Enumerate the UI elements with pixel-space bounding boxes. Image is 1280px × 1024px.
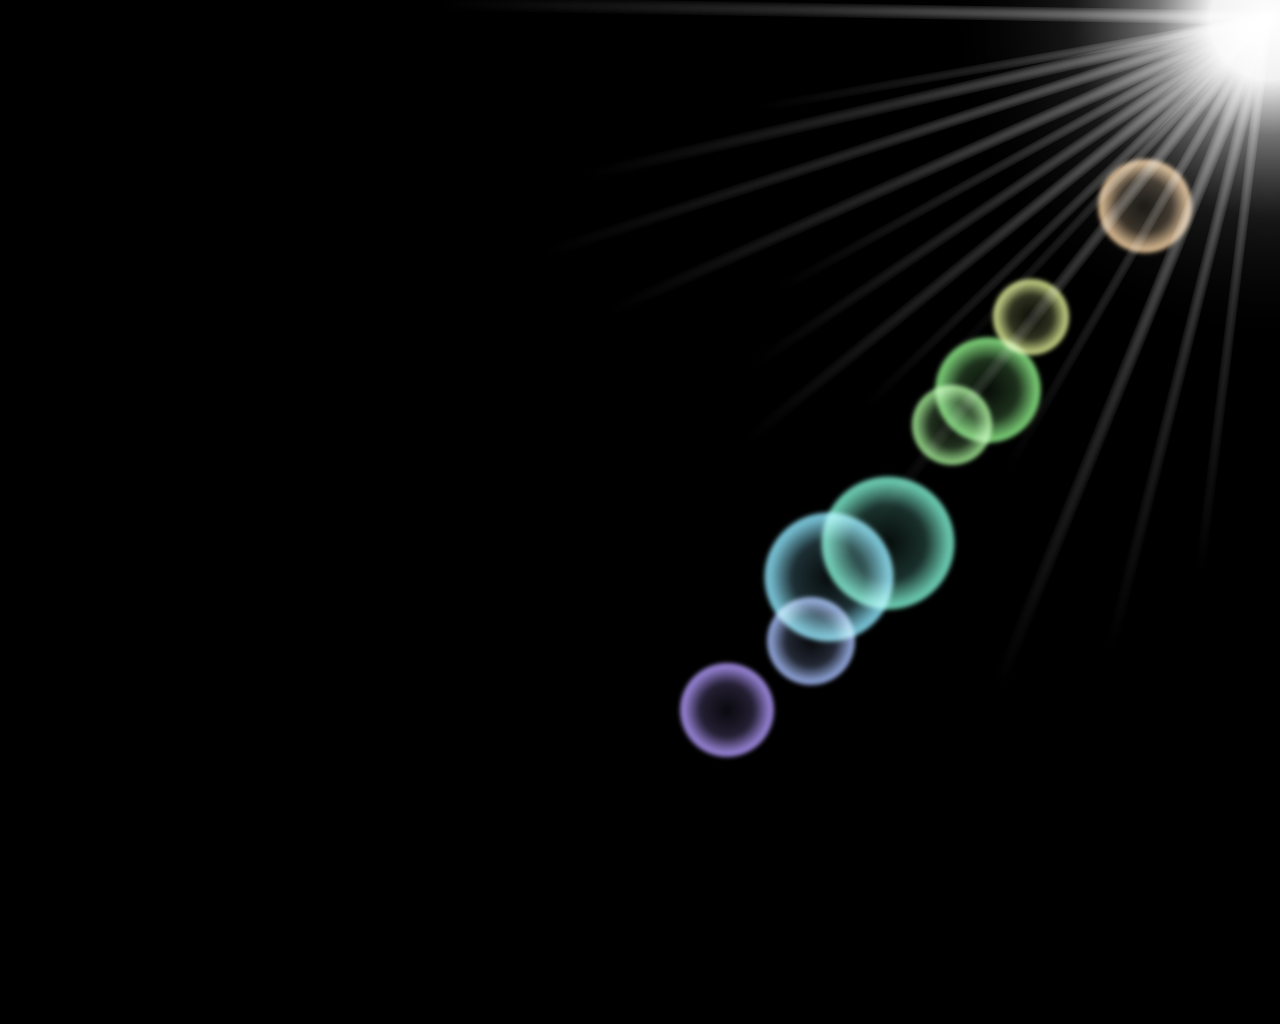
flare-orb-periwinkle	[766, 596, 856, 686]
flare-orb-green-small	[911, 384, 993, 466]
flare-orb-violet	[679, 662, 775, 758]
flare-orb-peach	[1097, 158, 1193, 254]
